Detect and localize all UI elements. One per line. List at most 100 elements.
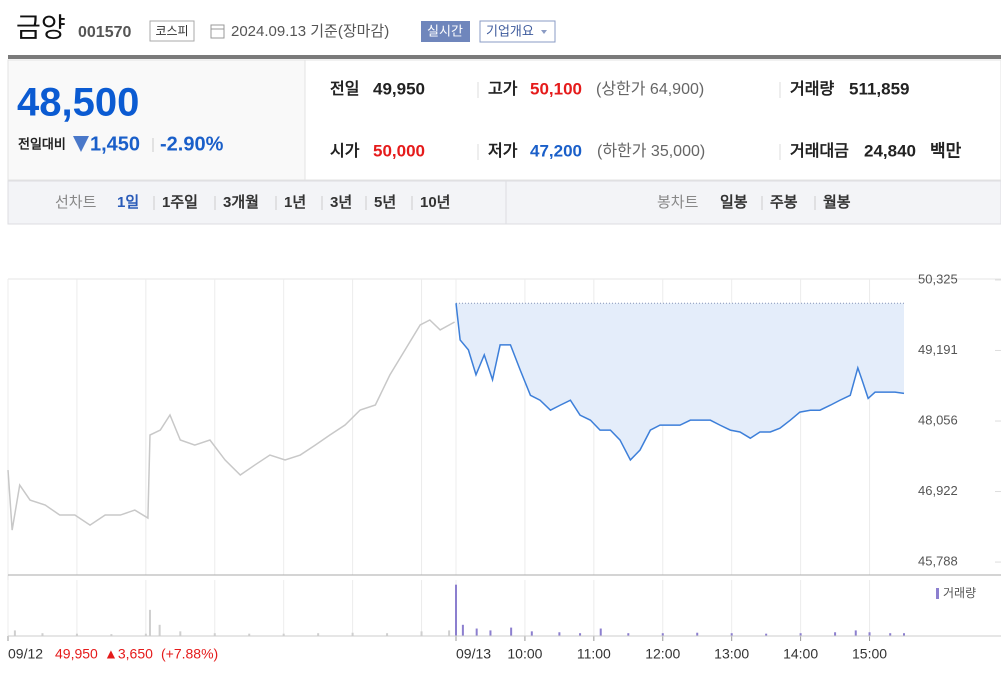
y-tick-label: 50,325 xyxy=(918,271,958,286)
legend-swatch xyxy=(936,588,939,599)
period-tab[interactable]: 5년 xyxy=(374,194,396,211)
quote-panel xyxy=(7,59,306,181)
volume-bar xyxy=(455,584,457,636)
candle-tab[interactable]: 일봉 xyxy=(720,194,748,211)
y-tick-label: 48,056 xyxy=(918,412,958,427)
x-tick-label: 13:00 xyxy=(714,646,749,662)
summary-value: 47,200 xyxy=(530,141,582,160)
company-button[interactable] xyxy=(479,20,556,43)
volume-bar xyxy=(661,633,664,636)
header-rule xyxy=(8,55,1001,59)
x-tick-label: 11:00 xyxy=(577,646,611,662)
volume-bar xyxy=(41,633,44,636)
area xyxy=(456,303,904,460)
volume-bar xyxy=(148,609,151,636)
period-tab[interactable]: 1일 xyxy=(117,194,139,211)
realtime-label[interactable]: 실시간 xyxy=(427,23,463,38)
volume-bar xyxy=(158,624,161,636)
volume-bar xyxy=(903,633,905,636)
volume-bar xyxy=(489,630,492,636)
tab-heading: 봉차트 xyxy=(657,194,699,211)
company-label[interactable]: 기업개요 xyxy=(486,23,534,38)
volume-bar xyxy=(868,632,871,636)
x-tick-label: 12:00 xyxy=(645,646,680,662)
volume-bar xyxy=(889,633,892,636)
volume-bar xyxy=(627,633,630,636)
summary-value: 50,000 xyxy=(373,141,425,160)
volume-bar xyxy=(75,633,78,636)
summary-value: 49,950 xyxy=(373,79,425,98)
period-tab[interactable]: 1주일 xyxy=(162,194,198,211)
volume-bar xyxy=(317,633,320,636)
volume-bar xyxy=(530,631,533,636)
change-value: 1,450 xyxy=(90,133,140,155)
tab-heading: 선차트 xyxy=(55,194,97,211)
summary-label: 고가 xyxy=(488,80,518,98)
legend-label: 거래량 xyxy=(943,586,976,600)
volume-bar xyxy=(386,633,389,636)
volume-bar xyxy=(248,633,251,636)
period-tab[interactable]: 3년 xyxy=(330,194,352,211)
summary-panel xyxy=(304,59,1001,181)
summary-label: 전일 xyxy=(330,80,359,98)
stock-code: 001570 xyxy=(78,24,131,41)
y-tick-label: 49,191 xyxy=(918,342,958,357)
market-label: 코스피 xyxy=(155,24,188,38)
summary-label: 저가 xyxy=(488,142,518,160)
volume-bar xyxy=(765,633,768,636)
volume-bar xyxy=(799,633,802,636)
prev-price: 49,950 xyxy=(55,646,98,662)
volume-bar xyxy=(579,633,582,636)
volume-bar xyxy=(351,632,354,636)
volume-bar xyxy=(834,632,837,636)
candle-tab[interactable]: 주봉 xyxy=(770,194,798,211)
dropdown-arrow xyxy=(541,30,547,34)
price-line xyxy=(455,303,905,462)
date-label: 2024.09.13 기준(장마감) xyxy=(231,23,389,40)
prev-rate: (+7.88%) xyxy=(161,646,218,662)
realtime-button[interactable] xyxy=(421,21,470,42)
market-badge xyxy=(149,20,195,42)
y-tick-label: 45,788 xyxy=(918,554,958,569)
volume-bar xyxy=(510,627,513,636)
change-label: 전일대비 xyxy=(18,136,66,151)
x-tick-label: 15:00 xyxy=(852,646,887,662)
tab-group: 선차트 1일 1주일 3개월 1년 3년 5년 10년 봉차트 일봉 주봉 월봉 xyxy=(55,193,851,211)
summary-note: (하한가 35,000) xyxy=(597,142,705,160)
volume-bar xyxy=(420,631,423,636)
volume-bar xyxy=(696,632,699,636)
volume-bar xyxy=(213,633,216,636)
x-tick-label: 09/12 xyxy=(8,646,43,662)
price-line xyxy=(7,319,455,531)
period-tab[interactable]: 10년 xyxy=(420,194,451,211)
volume-bar xyxy=(179,631,182,636)
stock-name: 금양 xyxy=(16,13,66,43)
chart: 09/12 09/13 10:00 11:00 12:00 13:00 14:00 15:00… xyxy=(7,271,1001,662)
summary-value: 511,859 xyxy=(849,79,910,98)
prev-change: ▲3,650 xyxy=(104,646,153,662)
volume-bar xyxy=(448,630,451,636)
summary-note: (상한가 64,900) xyxy=(596,80,704,98)
summary-label: 거래량 xyxy=(790,79,834,98)
volume-bar xyxy=(461,624,464,636)
y-tick-label: 46,922 xyxy=(918,483,958,498)
period-tab[interactable]: 3개월 xyxy=(223,193,259,211)
summary-label: 시가 xyxy=(330,142,360,160)
x-tick-label: 10:00 xyxy=(507,646,542,662)
volume-bar xyxy=(282,633,285,636)
change-rate: -2.90% xyxy=(160,133,224,155)
volume-bar xyxy=(475,628,478,636)
summary-label: 거래대금 xyxy=(790,142,849,160)
volume-bar xyxy=(730,633,733,636)
summary-unit: 백만 xyxy=(930,141,962,160)
volume-bar xyxy=(13,630,16,636)
summary-value: 50,100 xyxy=(530,79,582,98)
volume-bar xyxy=(599,628,602,636)
x-tick-label: 09/13 xyxy=(456,646,491,662)
candle-tab[interactable]: 월봉 xyxy=(823,194,851,211)
period-tab[interactable]: 1년 xyxy=(284,194,306,211)
down-arrow xyxy=(73,136,89,152)
volume-bar xyxy=(144,633,147,636)
x-tick-label: 14:00 xyxy=(783,646,818,662)
